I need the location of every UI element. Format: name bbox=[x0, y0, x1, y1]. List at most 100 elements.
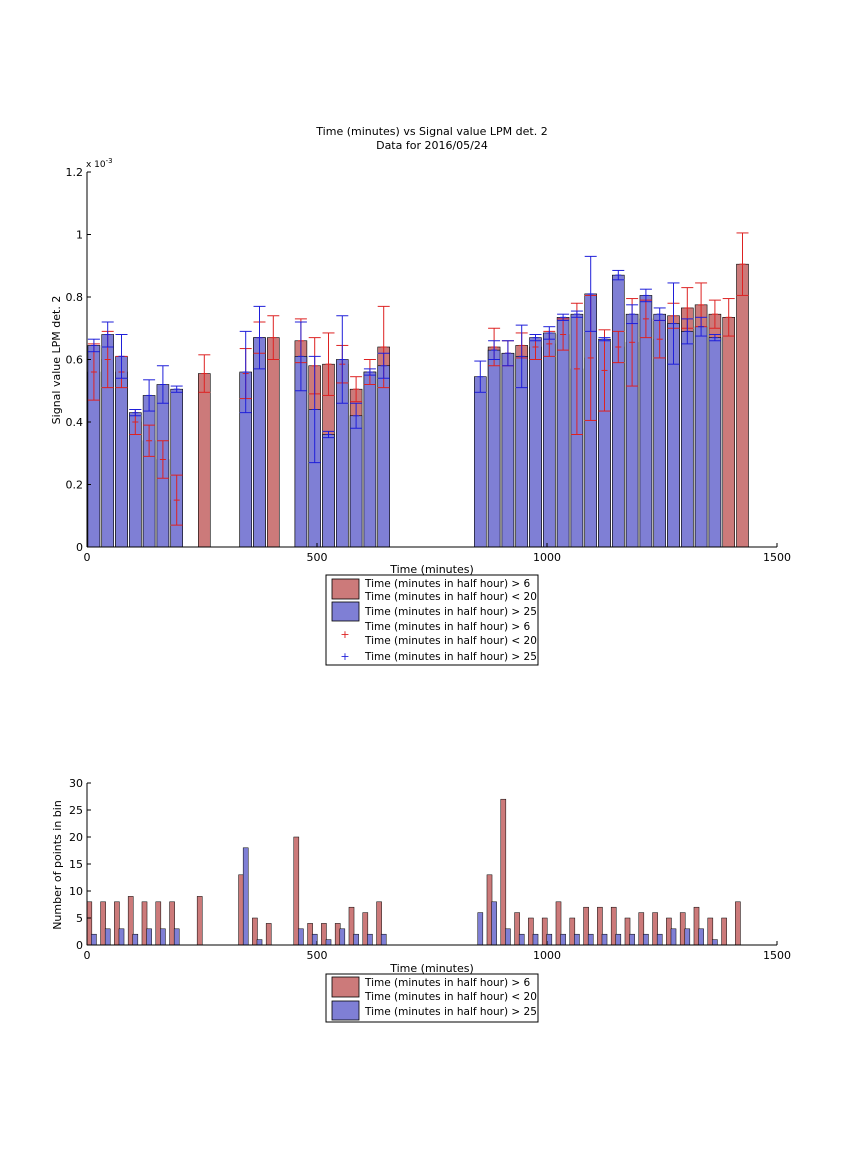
count-bar-red bbox=[583, 906, 589, 946]
legend-label: Time (minutes in half hour) > 6 bbox=[364, 977, 531, 989]
x-tick-label: 500 bbox=[307, 949, 328, 962]
errorbar-blue bbox=[653, 307, 666, 321]
legend-marker-red: + bbox=[340, 628, 349, 641]
chart-title: Time (minutes) vs Signal value LPM det. … bbox=[315, 125, 547, 138]
signal-bar-blue bbox=[474, 376, 487, 548]
count-bar-red bbox=[362, 912, 369, 946]
count-bar-red bbox=[486, 874, 493, 946]
signal-errorbars bbox=[87, 232, 749, 526]
legend-swatch-blue bbox=[331, 601, 360, 622]
count-bar-blue bbox=[670, 928, 677, 946]
x-tick-label: 1000 bbox=[533, 551, 561, 564]
errorbar-blue bbox=[322, 430, 335, 439]
count-bar-blue bbox=[505, 928, 511, 946]
errorbar-blue bbox=[557, 313, 570, 321]
count-bar-red bbox=[127, 896, 134, 946]
signal-legend: Time (minutes in half hour) > 6 Time (mi… bbox=[325, 574, 539, 666]
errorbar-blue bbox=[584, 255, 597, 332]
errorbar-blue bbox=[87, 338, 100, 353]
errorbar-blue bbox=[681, 318, 694, 345]
count-bar-red bbox=[569, 917, 576, 946]
legend-box bbox=[325, 973, 539, 1023]
count-bar-red bbox=[321, 923, 327, 946]
legend-label: Time (minutes in half hour) > 6 bbox=[364, 578, 531, 590]
errorbar-blue bbox=[363, 368, 376, 376]
legend-swatch-red bbox=[331, 578, 360, 600]
signal-bar-blue bbox=[694, 326, 708, 548]
signal-bar-blue bbox=[487, 349, 501, 548]
count-bar-blue bbox=[643, 933, 649, 946]
errorbar-blue bbox=[695, 316, 708, 337]
count-bar-blue bbox=[560, 933, 566, 946]
count-bar-red bbox=[721, 917, 727, 946]
count-bar-blue bbox=[574, 933, 580, 946]
signal-bar-red bbox=[267, 337, 280, 548]
signal-bar-blue bbox=[543, 332, 556, 548]
x-tick-label: 1000 bbox=[533, 949, 561, 962]
count-bar-red bbox=[514, 912, 520, 946]
count-bar-red bbox=[141, 901, 148, 946]
signal-bar-red bbox=[736, 263, 749, 548]
legend-label: Time (minutes in half hour) < 20 bbox=[364, 635, 537, 647]
count-bar-blue bbox=[339, 928, 346, 946]
errorbar-red bbox=[598, 329, 611, 412]
errorbar-blue bbox=[626, 304, 639, 325]
errorbar-red bbox=[736, 232, 749, 296]
errorbar-blue bbox=[294, 321, 307, 392]
errorbar-red bbox=[170, 474, 183, 526]
count-bar-red bbox=[114, 901, 120, 946]
errorbar-blue bbox=[239, 330, 252, 414]
count-bar-blue bbox=[629, 933, 635, 946]
count-bar-blue bbox=[601, 933, 608, 946]
count-bar-red bbox=[252, 917, 258, 946]
errorbar-blue bbox=[598, 337, 611, 342]
count-bar-red bbox=[679, 912, 686, 946]
y-tick-label: 0 bbox=[76, 939, 83, 952]
signal-bar-blue bbox=[529, 337, 542, 548]
errorbar-blue bbox=[156, 365, 169, 404]
errorbar-blue bbox=[488, 340, 501, 360]
errorbar-blue bbox=[170, 385, 183, 393]
errorbar-blue bbox=[129, 409, 142, 417]
errorbar-blue bbox=[143, 379, 156, 412]
signal-chart: Time (minutes) vs Signal value LPM det. … bbox=[50, 125, 791, 666]
signal-bar-blue bbox=[681, 331, 694, 548]
legend-label: Time (minutes in half hour) > 6 bbox=[364, 621, 531, 633]
errorbar-red bbox=[708, 299, 721, 329]
count-bar-blue bbox=[311, 933, 318, 946]
errorbar-red bbox=[143, 424, 156, 457]
count-bar-red bbox=[86, 901, 93, 946]
count-bar-red bbox=[169, 901, 175, 946]
y-exponent-label: x 10-3 bbox=[86, 157, 113, 170]
x-axis-label: Time (minutes) bbox=[389, 563, 474, 576]
signal-bar-blue bbox=[363, 371, 377, 548]
y-tick-label: 0 bbox=[76, 541, 83, 554]
signal-bar-red bbox=[198, 373, 211, 548]
count-bar-blue bbox=[656, 933, 663, 946]
legend-marker-blue: + bbox=[340, 650, 349, 663]
errorbar-red bbox=[156, 440, 169, 479]
legend-box bbox=[325, 574, 539, 666]
legend-label: Time (minutes in half hour) > 25 bbox=[364, 606, 537, 618]
count-bars bbox=[86, 798, 741, 946]
count-bar-red bbox=[707, 917, 714, 946]
signal-bar-blue bbox=[708, 337, 722, 548]
y-tick-label: 30 bbox=[69, 777, 83, 790]
y-tick-label: 1 bbox=[76, 229, 83, 242]
count-bar-red bbox=[155, 901, 162, 946]
errorbar-blue bbox=[308, 355, 321, 464]
signal-bar-blue bbox=[349, 415, 363, 548]
count-bar-red bbox=[307, 923, 313, 946]
count-bar-red bbox=[528, 917, 534, 946]
count-bar-blue bbox=[698, 928, 704, 946]
count-bar-blue bbox=[132, 933, 139, 946]
signal-bar-blue bbox=[322, 434, 335, 548]
count-bar-red bbox=[376, 901, 382, 946]
y-tick-label: 0.2 bbox=[66, 479, 84, 492]
count-bar-blue bbox=[684, 928, 691, 946]
count-bar-blue bbox=[146, 928, 152, 946]
count-bar-blue bbox=[118, 928, 125, 946]
count-bar-blue bbox=[491, 901, 497, 946]
signal-bar-blue bbox=[501, 352, 515, 548]
